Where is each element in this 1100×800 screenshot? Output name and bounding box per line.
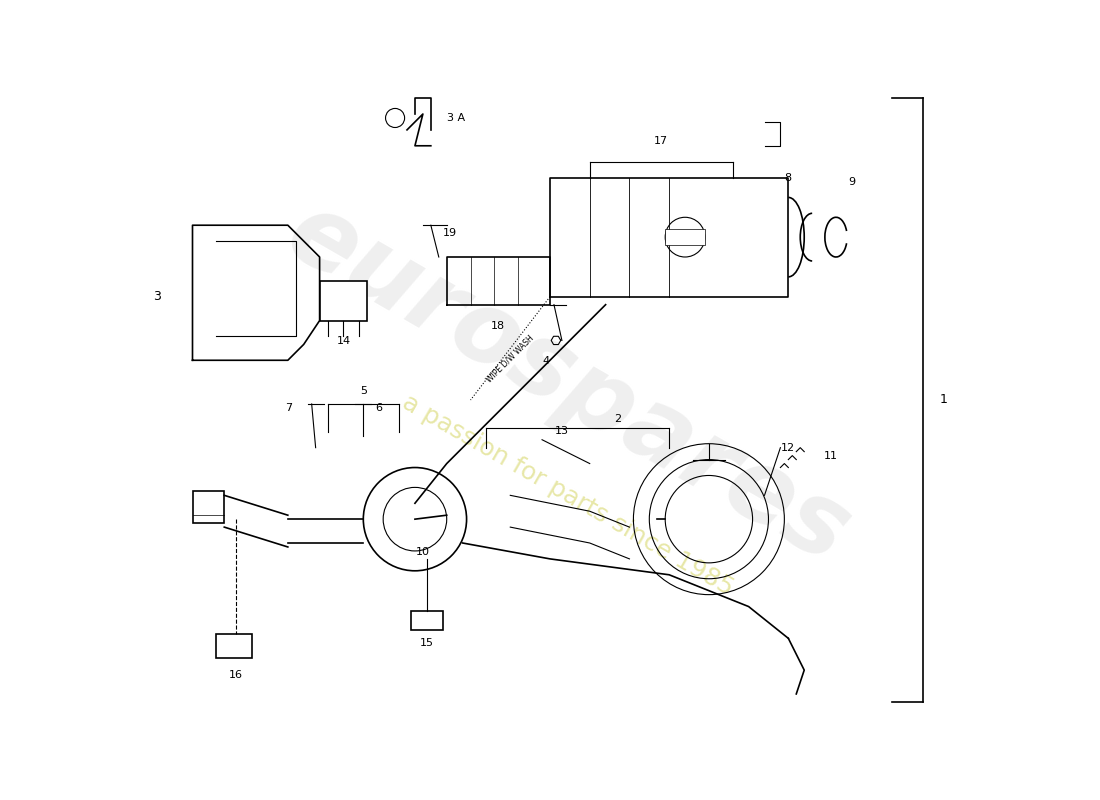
Text: 14: 14 [337,337,351,346]
Text: WIPE D/W WASH: WIPE D/W WASH [485,334,536,384]
Text: 3: 3 [153,290,161,303]
Text: 2: 2 [614,414,622,424]
Text: 7: 7 [285,403,292,413]
Text: 13: 13 [554,426,569,436]
Text: 11: 11 [824,450,838,461]
Text: 4: 4 [542,356,550,366]
Bar [192,491,224,523]
FancyBboxPatch shape [411,610,442,630]
Text: 5: 5 [360,386,366,396]
Text: 1: 1 [939,394,947,406]
Text: 16: 16 [229,670,243,680]
Text: 9: 9 [848,177,855,186]
Text: 19: 19 [442,228,456,238]
Text: 12: 12 [780,442,794,453]
Text: 8: 8 [784,173,792,182]
Text: 6: 6 [375,403,382,413]
Text: 18: 18 [492,321,505,330]
Text: eurospares: eurospares [270,184,866,584]
Text: 15: 15 [420,638,433,648]
Text: 17: 17 [654,136,669,146]
FancyBboxPatch shape [320,281,367,321]
Bar [666,229,705,245]
Text: 10: 10 [416,547,430,557]
Text: a passion for parts since 1985: a passion for parts since 1985 [398,390,737,600]
FancyBboxPatch shape [217,634,252,658]
Text: 3 A: 3 A [447,113,465,123]
